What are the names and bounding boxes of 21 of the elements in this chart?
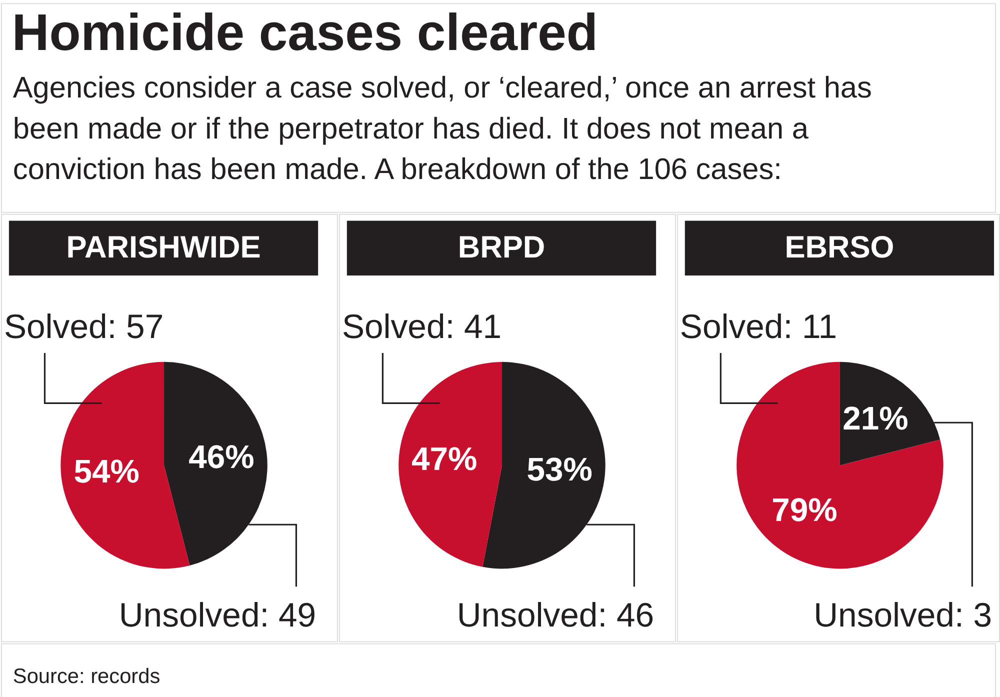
- slice-label: Solved: 11: [680, 308, 838, 346]
- data-label: 53%: [526, 450, 592, 488]
- slice-label: Unsolved: 46: [456, 596, 654, 634]
- chart-title: EBRSO: [784, 230, 894, 265]
- text: Homicide cases cleared: [12, 2, 598, 61]
- data-label: 46%: [188, 438, 254, 475]
- pie-slice: [736, 362, 944, 569]
- pie-slice: [398, 362, 502, 567]
- slice-label: Unsolved: 3: [814, 596, 992, 634]
- source-note: Source: records: [12, 665, 160, 688]
- slice-label: Unsolved: 49: [118, 596, 316, 634]
- chart-title: PARISHWIDE: [66, 230, 261, 265]
- data-label: 47%: [412, 440, 478, 477]
- data-label: 21%: [842, 400, 908, 437]
- data-label: 54%: [74, 452, 140, 490]
- slice-label: Solved: 41: [342, 308, 502, 346]
- data-label: 79%: [772, 491, 838, 528]
- pie-slice: [60, 362, 190, 569]
- chart-title: BRPD: [458, 230, 546, 265]
- slice-label: Solved: 57: [4, 308, 164, 346]
- text: Agencies consider a case solved, or ‘cleared,’ once an arrest has been made or if the perpetrator has died. It does not mean a conviction has been made. A breakdown of the 106 cases:: [12, 72, 872, 186]
